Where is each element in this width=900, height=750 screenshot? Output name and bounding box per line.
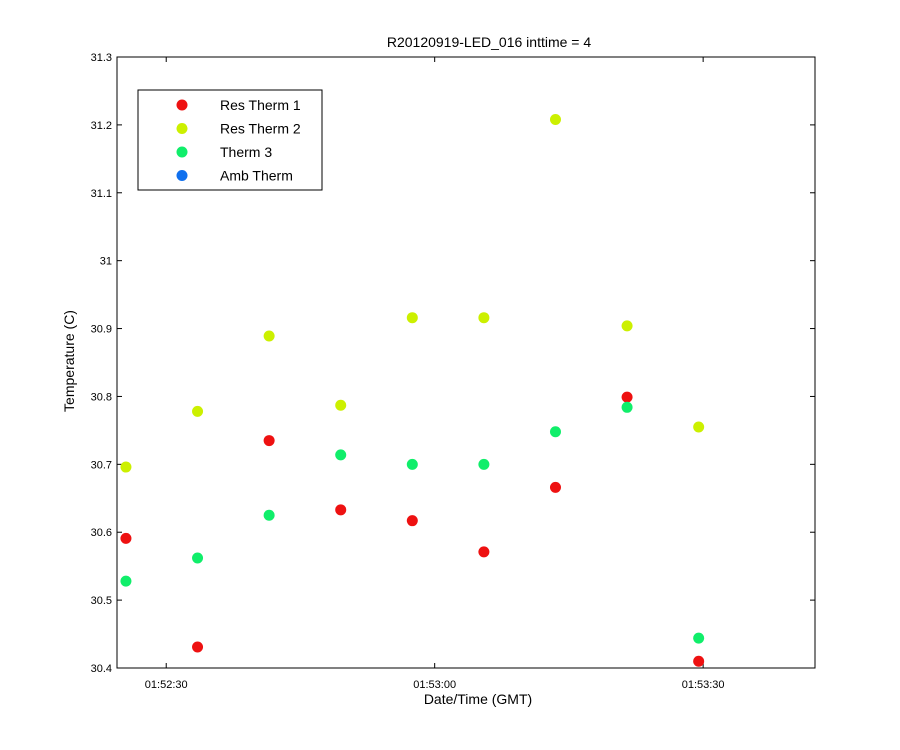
point-res-therm-2	[406, 312, 418, 324]
data-points	[120, 113, 705, 667]
point-res-therm-2	[263, 330, 275, 342]
point-res-therm-1	[621, 391, 633, 403]
y-tick-label: 30.6	[91, 527, 112, 539]
y-tick-label: 30.9	[91, 324, 112, 336]
point-res-therm-1	[693, 655, 705, 667]
y-tick-label: 31	[100, 256, 112, 268]
legend-marker-res-therm-1	[176, 99, 188, 111]
point-therm-3	[693, 632, 705, 644]
point-res-therm-2	[549, 113, 561, 125]
x-axis-ticks: 01:52:30 01:53:00 01:53:30	[145, 57, 725, 691]
point-therm-3	[335, 449, 347, 461]
point-therm-3	[263, 509, 275, 521]
y-tick-label: 31.3	[91, 52, 112, 64]
point-therm-3	[549, 426, 561, 438]
legend-label-res-therm-1: Res Therm 1	[220, 97, 301, 113]
legend: Res Therm 1 Res Therm 2 Therm 3 Amb Therm	[137, 89, 323, 191]
x-axis-title: Date/Time (GMT)	[424, 691, 532, 707]
y-tick-label: 30.8	[91, 391, 112, 403]
point-res-therm-1	[335, 504, 347, 516]
point-therm-3	[406, 458, 418, 470]
legend-label-amb-therm: Amb Therm	[220, 168, 293, 184]
y-axis-ticks: 30.4 30.5 30.6 30.7 30.8 30.9 31 31.1 31.2 31.3	[91, 52, 815, 675]
y-tick-label: 30.7	[91, 459, 112, 471]
point-therm-3	[621, 401, 633, 413]
point-res-therm-2	[120, 461, 132, 473]
point-res-therm-1	[263, 435, 275, 447]
legend-box	[137, 89, 323, 191]
point-res-therm-1	[549, 481, 561, 493]
y-tick-label: 31.1	[91, 188, 112, 200]
point-therm-3	[478, 458, 490, 470]
plot-frame	[116, 56, 816, 669]
point-res-therm-1	[192, 641, 204, 653]
legend-label-res-therm-2: Res Therm 2	[220, 121, 301, 137]
x-tick-label: 01:53:30	[682, 679, 725, 691]
y-axis-title: Temperature (C)	[61, 310, 77, 412]
x-tick-label: 01:53:00	[413, 679, 456, 691]
legend-label-therm-3: Therm 3	[220, 144, 272, 160]
x-tick-label: 01:52:30	[145, 679, 188, 691]
point-therm-3	[192, 552, 204, 564]
point-res-therm-2	[478, 312, 490, 324]
point-res-therm-2	[621, 320, 633, 332]
legend-marker-res-therm-2	[176, 123, 188, 134]
y-tick-label: 30.5	[91, 595, 112, 607]
point-res-therm-2	[335, 399, 347, 411]
point-res-therm-2	[693, 421, 705, 433]
point-res-therm-1	[406, 515, 418, 527]
point-res-therm-1	[478, 546, 490, 558]
point-res-therm-2	[192, 405, 204, 417]
y-tick-label: 31.2	[91, 120, 112, 132]
chart-title: R20120919-LED_016 inttime = 4	[387, 34, 592, 50]
point-therm-3	[120, 575, 132, 587]
y-tick-label: 30.4	[91, 663, 112, 675]
legend-marker-amb-therm	[176, 170, 188, 181]
legend-marker-therm-3	[176, 146, 188, 158]
point-res-therm-1	[120, 532, 132, 544]
